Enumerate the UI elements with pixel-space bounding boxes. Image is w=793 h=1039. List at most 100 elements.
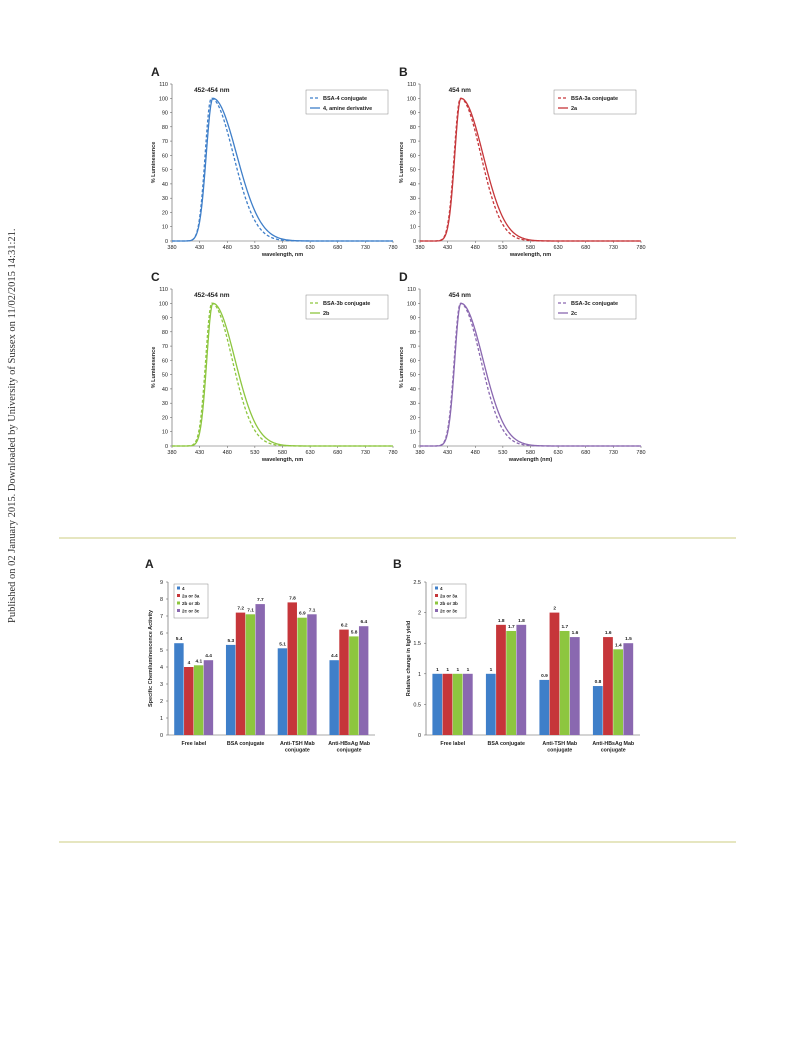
- bar: [569, 637, 580, 735]
- data-label: 0.8: [595, 679, 602, 685]
- peak-annotation: 454 nm: [449, 292, 472, 299]
- data-label: 0.9: [541, 673, 548, 679]
- y-tick-label: 30: [410, 196, 416, 202]
- y-tick-label: 70: [410, 139, 416, 145]
- x-tick-label: 380: [415, 245, 424, 251]
- data-label: 1.6: [572, 630, 579, 636]
- bar: [349, 636, 359, 735]
- legend-box: [173, 583, 209, 619]
- y-tick-label: 80: [410, 330, 416, 336]
- y-tick-label: 90: [410, 316, 416, 322]
- bar: [432, 673, 443, 735]
- category-label: Free label: [182, 741, 207, 747]
- bar: [485, 673, 496, 735]
- y-tick-label: 30: [162, 401, 168, 407]
- data-label: 5.4: [176, 636, 183, 642]
- data-label: 4.4: [205, 653, 212, 659]
- legend-label: 4, amine derivative: [323, 106, 372, 112]
- legend-box: [553, 89, 637, 115]
- legend-label: 2b: [323, 311, 330, 317]
- x-tick-label: 680: [581, 245, 590, 251]
- y-tick-label: 20: [162, 210, 168, 216]
- legend-label: 2a or 3a: [440, 593, 458, 598]
- legend-box: [305, 294, 389, 320]
- bar: [539, 679, 550, 735]
- x-tick-label: 530: [250, 450, 259, 456]
- data-label: 7.7: [257, 597, 264, 603]
- x-tick-label: 780: [636, 450, 645, 456]
- category-label: conjugate: [601, 748, 626, 754]
- legend-swatch: [435, 586, 438, 590]
- data-label: 6.9: [299, 611, 306, 617]
- x-tick-label: 430: [195, 245, 204, 251]
- x-tick-label: 680: [333, 245, 342, 251]
- data-label: 4.4: [331, 653, 338, 659]
- bar: [339, 629, 349, 735]
- y-tick-label: 20: [410, 210, 416, 216]
- x-tick-label: 730: [609, 245, 618, 251]
- data-label: 5.3: [228, 638, 235, 644]
- bar: [603, 637, 613, 735]
- y-tick-label: 0: [418, 733, 421, 739]
- x-tick-label: 730: [609, 450, 618, 456]
- x-tick-label: 480: [471, 245, 480, 251]
- x-tick-label: 780: [388, 450, 397, 456]
- bar: [549, 612, 560, 735]
- x-tick-label: 530: [498, 245, 507, 251]
- bar: [245, 614, 256, 735]
- x-axis-label: wavelength (nm): [508, 457, 553, 463]
- peak-annotation: 454 nm: [449, 87, 472, 94]
- series-line-label: [420, 97, 641, 242]
- y-tick-label: 30: [410, 401, 416, 407]
- legend-label: 2c: [571, 311, 577, 317]
- y-tick-label: 8: [160, 597, 163, 603]
- category-label: Free label: [440, 741, 465, 747]
- y-tick-label: 2: [418, 611, 421, 617]
- bar: [297, 617, 307, 735]
- data-label: 1: [490, 667, 493, 673]
- series-line-label: [172, 302, 393, 447]
- category-label: Anti-TSH Mab: [280, 741, 315, 747]
- y-tick-label: 60: [162, 358, 168, 364]
- y-axis-label: % Luminesence: [151, 347, 157, 389]
- y-axis-label: % Luminesence: [151, 142, 157, 184]
- y-tick-label: 2.5: [413, 580, 421, 586]
- data-label: 1: [436, 667, 439, 673]
- x-tick-label: 480: [471, 450, 480, 456]
- legend-label: 2a or 3a: [182, 593, 200, 598]
- y-tick-label: 90: [410, 111, 416, 117]
- y-tick-label: 50: [410, 373, 416, 379]
- legend-label: BSA-3c conjugate: [571, 301, 618, 307]
- x-axis-label: wavelength, nm: [261, 252, 303, 258]
- section-divider-bottom: [59, 841, 736, 843]
- x-tick-label: 380: [167, 245, 176, 251]
- data-label: 6.2: [341, 623, 348, 629]
- panel-letter: D: [399, 270, 408, 284]
- data-label: 1.7: [561, 624, 568, 630]
- y-tick-label: 50: [162, 373, 168, 379]
- y-tick-label: 100: [407, 96, 416, 102]
- legend-box: [305, 89, 389, 115]
- y-tick-label: 40: [410, 387, 416, 393]
- y-axis-label: Specific Chemiluminescence Activity: [148, 609, 154, 707]
- y-tick-label: 50: [162, 168, 168, 174]
- x-tick-label: 730: [361, 245, 370, 251]
- y-tick-label: 70: [162, 344, 168, 350]
- y-tick-label: 80: [410, 125, 416, 131]
- section-divider-top: [59, 537, 736, 539]
- y-tick-label: 40: [410, 182, 416, 188]
- y-tick-label: 0: [413, 444, 416, 450]
- y-tick-label: 4: [160, 665, 163, 671]
- data-label: 4: [188, 660, 191, 666]
- legend-label: 2c or 3c: [182, 608, 200, 613]
- x-tick-label: 730: [361, 450, 370, 456]
- spectrum-panel-b: B 0 10 20 30 40 50 60 70 80 90 100 110 380 430 480 530 58…: [399, 65, 646, 258]
- legend-label: 4: [182, 586, 185, 591]
- legend-label: BSA-4 conjugate: [323, 96, 367, 102]
- bar: [623, 643, 634, 735]
- data-label: 1.8: [518, 618, 525, 624]
- y-tick-label: 80: [162, 125, 168, 131]
- x-tick-label: 680: [333, 450, 342, 456]
- legend-swatch: [177, 609, 180, 612]
- data-label: 1.8: [498, 618, 505, 624]
